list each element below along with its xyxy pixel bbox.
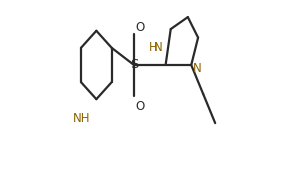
Text: O: O (135, 21, 145, 34)
Text: N: N (154, 41, 163, 54)
Text: O: O (135, 100, 145, 113)
Text: N: N (193, 62, 202, 75)
Text: H: H (149, 41, 158, 54)
Text: S: S (130, 58, 138, 71)
Text: NH: NH (72, 112, 90, 125)
